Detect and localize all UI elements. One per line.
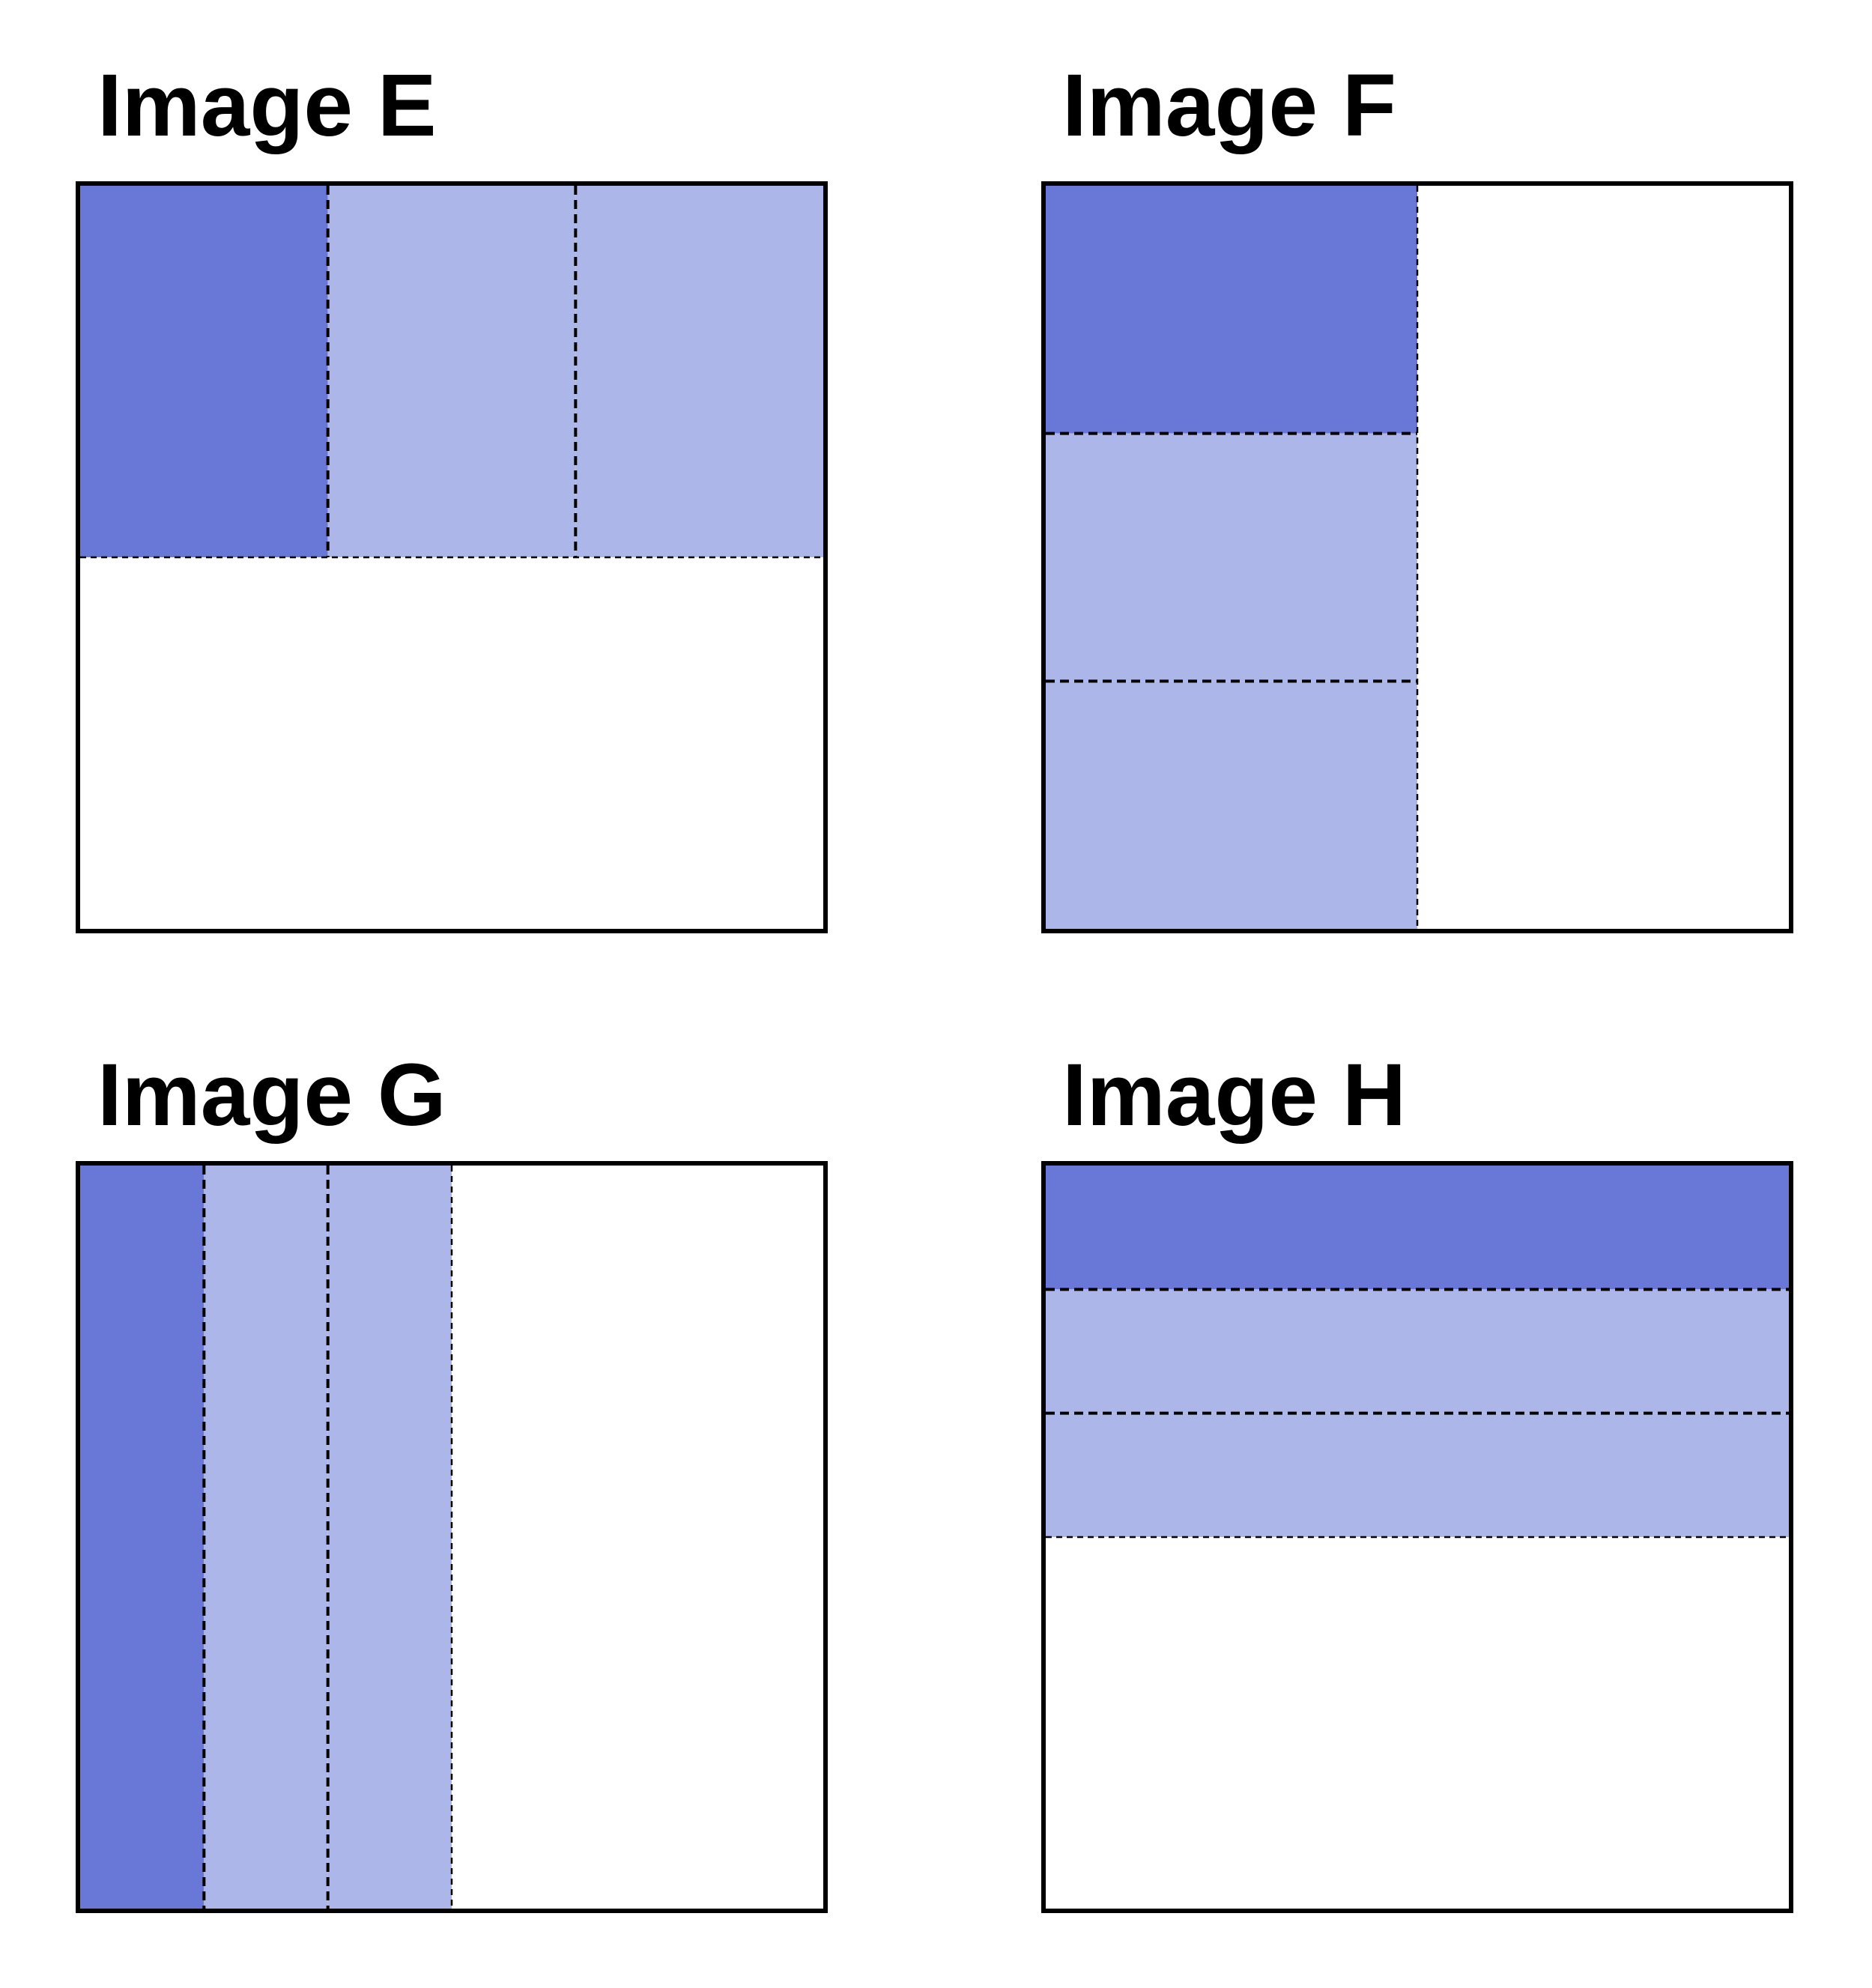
image-e-title: Image E <box>97 56 437 155</box>
image-g-segment-2-secondary <box>204 1166 328 1909</box>
image-f-panel <box>1041 181 1793 933</box>
image-g-panel <box>76 1161 828 1913</box>
image-h-panel <box>1041 1161 1793 1913</box>
image-h-segment-2-secondary <box>1046 1289 1789 1413</box>
image-f-segment-1-primary <box>1046 186 1417 434</box>
image-h-title: Image H <box>1062 1046 1407 1145</box>
image-f-diagram <box>1046 186 1419 929</box>
image-g-title: Image G <box>97 1046 446 1145</box>
image-e-segment-1-primary <box>80 186 328 557</box>
image-h-segment-1-primary <box>1046 1166 1789 1290</box>
image-g-diagram <box>80 1166 453 1909</box>
image-h-segment-3-secondary <box>1046 1413 1789 1537</box>
image-g-segment-3-secondary <box>327 1166 452 1909</box>
image-e-diagram <box>80 186 823 559</box>
image-f-segment-3-secondary <box>1046 681 1417 929</box>
image-h-diagram <box>1046 1166 1789 1539</box>
image-g-segment-1-primary <box>80 1166 205 1909</box>
image-e-panel <box>76 181 828 933</box>
image-f-title: Image F <box>1062 56 1396 155</box>
image-e-segment-3-secondary <box>575 186 823 557</box>
image-f-segment-2-secondary <box>1046 433 1417 682</box>
image-e-segment-2-secondary <box>327 186 576 557</box>
